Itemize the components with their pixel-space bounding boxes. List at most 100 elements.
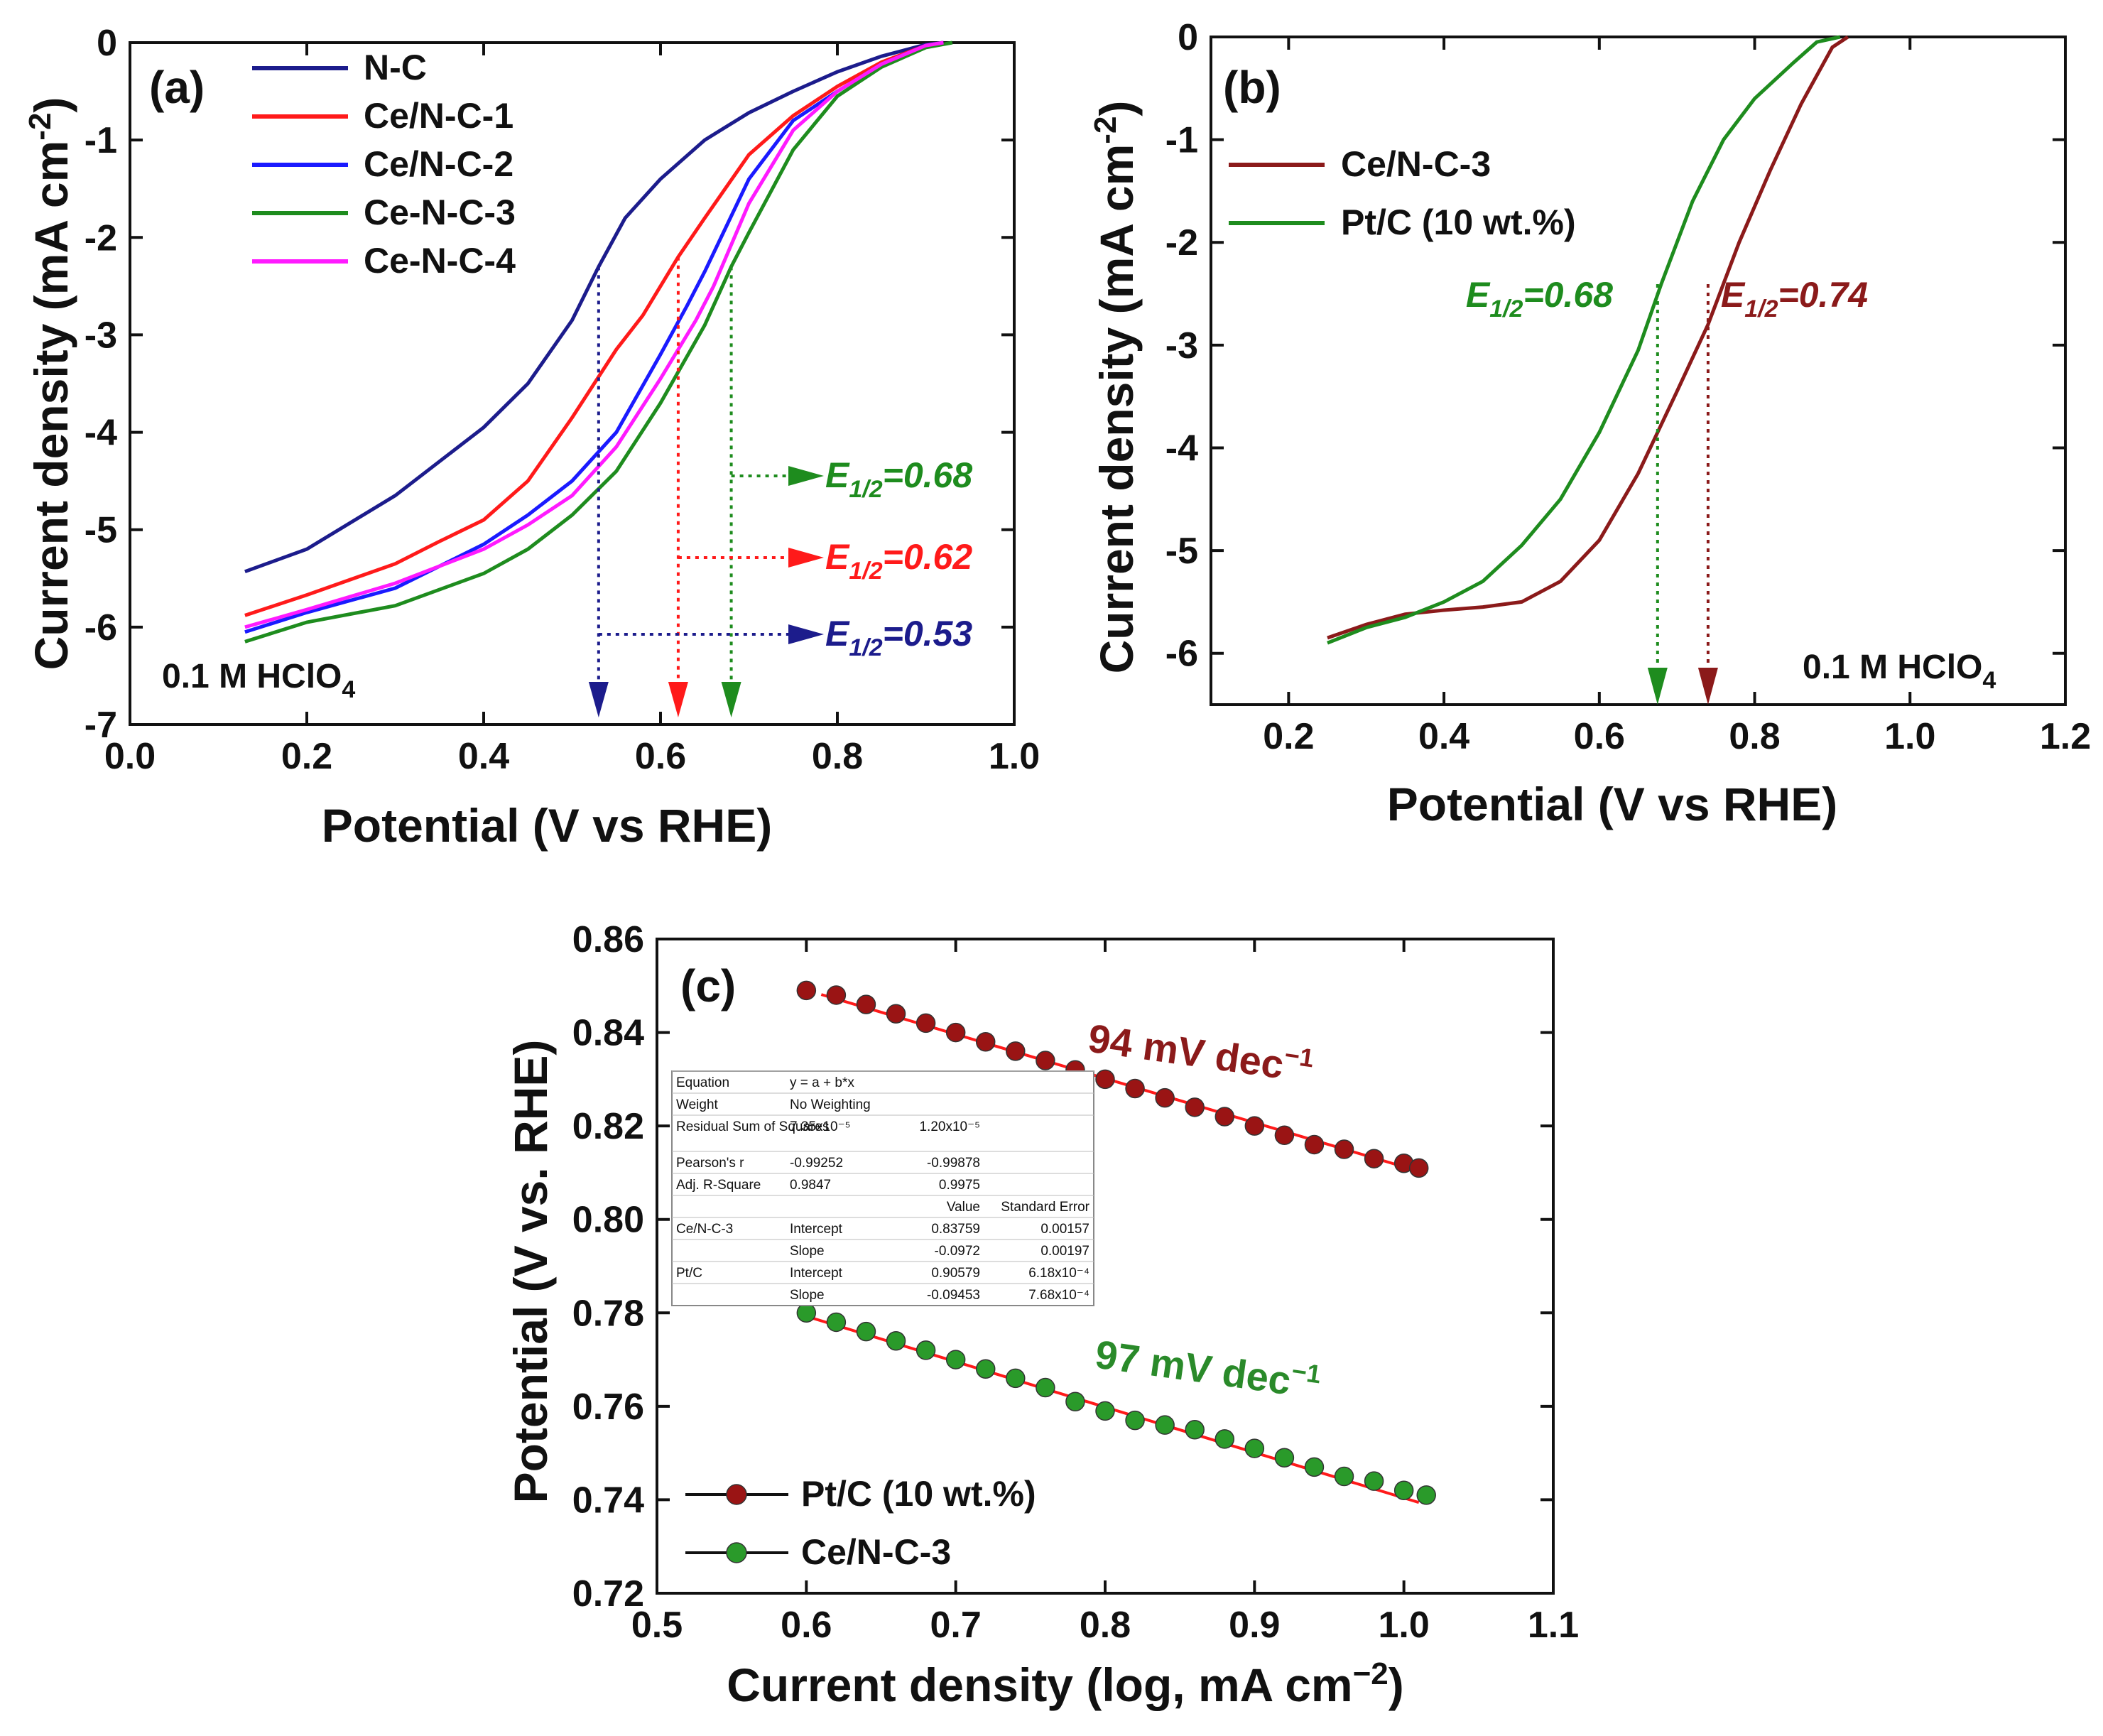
panel-a-legend-label: N-C: [364, 48, 427, 87]
panel-c-point: [1125, 1078, 1145, 1099]
panel-c-point: [1244, 1116, 1265, 1136]
panel-c-fit-table-cell: Intercept: [790, 1266, 843, 1281]
panel-c-point: [1364, 1471, 1384, 1491]
panel-c-point: [886, 1004, 906, 1024]
panel-b-xlabel: Potential (V vs RHE): [1387, 778, 1837, 830]
panel-a-0-xtick-label: 0.6: [635, 736, 686, 777]
panel-a-ehalf-label: E1/2=0.68: [825, 455, 972, 503]
panel-a-series-ce-n-c-1: [244, 40, 944, 617]
panel-a-0-xtick-label: 0.4: [458, 736, 509, 777]
panel-c-2-xtick-label: 0.5: [631, 1605, 683, 1646]
panel-c-point: [1393, 1480, 1414, 1501]
panel-a-0-xtick-label: 1.0: [989, 736, 1040, 777]
panel-c-fit-table-bg: [671, 1070, 1094, 1306]
panel-c-point: [796, 980, 817, 1001]
panel-c-fit-table-cell: Ce/N-C-3: [676, 1222, 733, 1237]
panel-c-point: [1006, 1041, 1026, 1061]
panel-c-fit-table-cell: Intercept: [790, 1222, 843, 1237]
panel-a-ehalf-leader-arrow: [788, 624, 824, 644]
panel-c-point: [915, 1340, 936, 1360]
panel-c-2-xtick-label: 1.0: [1379, 1605, 1430, 1646]
panel-a-electrolyte: 0.1 M HClO4: [162, 658, 355, 703]
panel-c-fit-table-cell: Slope: [790, 1288, 825, 1303]
panel-c-point: [1125, 1410, 1145, 1431]
panel-a-plot: 0.0 0.2 0.4 0.6 0.8 1.0 0 -1 -2 -3 -4 -5 -6 -7 N-C Ce/N…: [85, 23, 1040, 777]
panel-a-ehalf-label: E1/2=0.53: [825, 614, 972, 661]
panel-c-fit-table-cell: 0.90579: [931, 1266, 980, 1281]
panel-b-legend-label: Ce/N-C-3: [1341, 144, 1491, 184]
panel-a-ylabel: Current density (mA cm-2): [23, 97, 77, 671]
panel-a-legend-label: Ce-N-C-4: [364, 241, 516, 281]
panel-a-0-ytick-label: -5: [85, 510, 117, 551]
panel-c-point: [1274, 1125, 1295, 1146]
panel-a-legend-label: Ce/N-C-2: [364, 144, 513, 184]
panel-b-1-xtick-label: 1.0: [1884, 716, 1935, 757]
panel-a-tag: (a): [149, 62, 205, 113]
panel-a-ehalf-arrowhead: [668, 682, 688, 717]
panel-a-ehalf-leader-arrow: [788, 466, 824, 486]
panel-c-fit-table: Equation y = a + b*x Weight No Weighting Res…: [671, 1070, 1094, 1306]
panel-c-2-xtick-label: 0.7: [930, 1605, 982, 1646]
panel-c-point: [1095, 1069, 1115, 1090]
panel-c-point: [1304, 1134, 1325, 1155]
panel-c-point: [945, 1022, 966, 1043]
panel-c-2-xtick-label: 0.9: [1229, 1605, 1280, 1646]
panel-c-2-ytick-label: 0.72: [572, 1573, 644, 1615]
panel-c-point: [1185, 1420, 1205, 1440]
panel-a-series-ce-n-c-4: [244, 40, 944, 629]
panel-a-ehalf-arrowhead: [588, 682, 609, 717]
panel-c-2-ytick-label: 0.86: [572, 919, 644, 960]
panel-c-point: [1408, 1158, 1429, 1178]
panel-a-0-ytick-label: 0: [97, 23, 117, 64]
panel-b: 0.2 0.4 0.6 0.8 1.0 1.2 0 -1 -2 -3 -4 -5 -6 Ce/N-C-3 P…: [1088, 17, 2091, 830]
panel-a-0-ytick-label: -2: [85, 217, 117, 259]
panel-c-fit-table-cell: Equation: [676, 1075, 729, 1090]
panel-b-tag: (b): [1223, 62, 1281, 113]
panel-a-0-ytick-label: -4: [85, 413, 117, 454]
panel-c-plot: 0.5 0.6 0.7 0.8 0.9 1.0 1.1 0.72 0.74 0.76 0.78 0.8…: [572, 919, 1579, 1646]
panel-c-2-xtick-label: 0.6: [781, 1605, 832, 1646]
panel-c-point: [1036, 1377, 1055, 1398]
panel-c-fit-table-cell: 0.83759: [931, 1222, 980, 1237]
panel-a-0-ytick-label: -6: [85, 607, 117, 649]
panel-c-xlabel: Current density (log, mA cm−2): [727, 1656, 1404, 1711]
panel-a-series-n-c: [244, 40, 944, 574]
panel-c-2-ytick-label: 0.84: [572, 1013, 644, 1054]
panel-b-legend-label: Pt/C (10 wt.%): [1341, 202, 1576, 242]
panel-b-1-xtick-label: 0.2: [1263, 716, 1314, 757]
panel-a-0-xtick-label: 0.2: [281, 736, 332, 777]
panel-a-ehalf-leader-arrow: [788, 548, 824, 568]
panel-a-0-ytick-label: -7: [85, 705, 117, 746]
panel-b-1-ytick-label: -1: [1165, 120, 1198, 161]
panel-b-1-ytick-label: -3: [1165, 325, 1198, 367]
panel-b-1-ytick-label: -2: [1165, 222, 1198, 264]
panel-a-xlabel: Potential (V vs RHE): [322, 799, 772, 852]
panel-c-fit-table-cell: Residual Sum of Squares: [676, 1119, 829, 1134]
panel-c-fit-table-cell: Value: [947, 1200, 980, 1215]
panel-b-1-xtick-label: 0.4: [1418, 716, 1469, 757]
panel-c-slope-label-cen: 97 mV dec−1: [1092, 1329, 1322, 1408]
panel-c-point: [1334, 1139, 1354, 1159]
panel-a-legend-label: Ce-N-C-3: [364, 192, 516, 232]
panel-c-point: [1364, 1149, 1384, 1168]
panel-c-fit-table-cell: No Weighting: [790, 1097, 871, 1112]
panel-c-fit-table-cell: Pearson's r: [676, 1156, 744, 1171]
panel-c-2-xtick-label: 1.1: [1528, 1605, 1579, 1646]
panel-c-legend-label: Pt/C (10 wt.%): [801, 1474, 1036, 1514]
panel-c-point: [856, 994, 876, 1014]
panel-c-tag: (c): [680, 960, 736, 1011]
panel-b-1-xtick-label: 0.6: [1574, 716, 1625, 757]
panel-a-0-xtick-label: 0.0: [104, 736, 156, 777]
panel-c-point: [915, 1013, 936, 1034]
panel-b-ehalf-label: E1/2=0.74: [1721, 275, 1868, 322]
panel-c-point: [886, 1331, 906, 1351]
panel-c-point: [1244, 1438, 1265, 1458]
panel-b-1-ytick-label: -6: [1165, 634, 1198, 675]
panel-b-1-xtick-label: 0.8: [1729, 716, 1780, 757]
panel-b-1-xtick-label: 1.2: [2040, 716, 2091, 757]
panel-c-2-ytick-label: 0.78: [572, 1293, 644, 1334]
panel-c-point: [1006, 1368, 1026, 1389]
panel-c-legend-marker: [726, 1542, 747, 1563]
panel-c-point: [826, 985, 847, 1005]
